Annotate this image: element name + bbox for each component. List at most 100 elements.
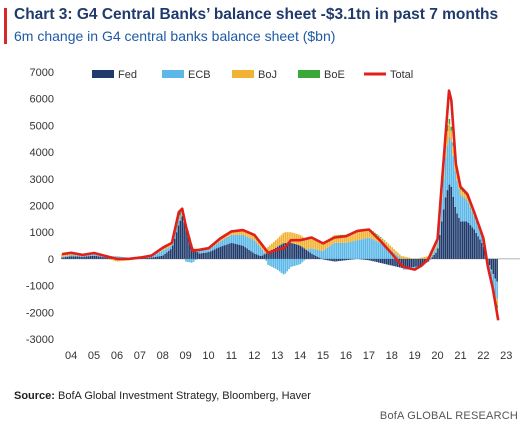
bar-fed [406, 258, 409, 268]
bar-boj [303, 237, 306, 249]
bar-fed [313, 254, 315, 259]
bar-fed [267, 252, 269, 259]
bar-fed [305, 249, 308, 259]
bar-boj [311, 237, 313, 249]
bar-boj [410, 258, 413, 259]
bar-boj [339, 235, 342, 243]
bar-ecb [330, 245, 332, 259]
bar-fed [192, 249, 195, 259]
bar-fed [198, 253, 201, 259]
bar-boj [419, 257, 422, 259]
bar-ecb [450, 141, 453, 187]
bar-fed [456, 213, 458, 259]
bar-fed [183, 222, 185, 259]
bar-fed [343, 258, 346, 261]
bar-ecb [162, 250, 164, 256]
bar-fed [217, 247, 220, 259]
bar-fed [145, 257, 147, 259]
bar-boj [349, 234, 351, 242]
bar-ecb [463, 198, 466, 222]
bar-boj [467, 199, 470, 203]
bar-boe [381, 238, 384, 240]
bar-fed [240, 245, 243, 259]
bar-ecb [288, 258, 290, 270]
bar-boj [332, 235, 334, 244]
bar-ecb [166, 248, 168, 253]
bar-boe [339, 234, 342, 236]
bar-fed [76, 256, 79, 259]
bar-ecb [343, 242, 346, 259]
bar-ecb [292, 258, 294, 267]
bar-ecb [492, 274, 495, 287]
bar-fed [332, 258, 334, 262]
bar-boj [341, 235, 344, 243]
bar-boe [379, 237, 382, 238]
bar-boj [313, 238, 315, 249]
bar-fed [334, 258, 336, 262]
bar-ecb [86, 255, 88, 257]
bar-ecb [229, 235, 231, 244]
bar-ecb [280, 258, 283, 273]
y-tick-label: 5000 [30, 120, 54, 132]
bar-ecb [362, 238, 365, 259]
bar-fed [227, 244, 229, 259]
bar-fed [63, 257, 65, 259]
bar-ecb [156, 253, 159, 257]
bar-fed [458, 217, 460, 259]
bar-fed [461, 221, 464, 259]
bar-ecb [68, 255, 71, 257]
bar-ecb [318, 250, 321, 258]
bar-ecb [257, 245, 260, 256]
bar-ecb [84, 255, 86, 257]
bar-ecb [402, 268, 405, 270]
bar-fed [473, 229, 476, 259]
bar-fed [250, 251, 252, 259]
bar-boj [408, 257, 411, 259]
bar-fed [194, 250, 197, 259]
bar-ecb [404, 267, 407, 270]
y-tick-label: -1000 [26, 281, 54, 293]
bar-ecb [189, 258, 191, 263]
total-line [61, 89, 500, 321]
bar-boj [61, 254, 63, 257]
bar-boj [169, 244, 172, 247]
bar-fed [351, 258, 353, 260]
y-tick-label: -3000 [26, 334, 54, 346]
bar-ecb [198, 250, 201, 254]
bar-ecb [461, 196, 464, 222]
bar-ecb [74, 255, 77, 257]
y-tick-label: 2000 [30, 201, 54, 213]
bar-boj [360, 231, 363, 240]
bar-fed [335, 258, 338, 262]
bar-fed [431, 257, 434, 259]
bar-boe [377, 235, 380, 237]
bar-fed [236, 244, 239, 259]
bar-fed [366, 258, 369, 261]
bar-boj [250, 234, 252, 239]
bar-ecb [240, 234, 243, 246]
bar-ecb [458, 188, 460, 218]
bar-fed [389, 258, 392, 266]
bar-fed [391, 258, 393, 266]
bar-fed [345, 258, 348, 261]
bar-boj [452, 146, 455, 156]
bar-ecb [448, 136, 451, 185]
bar-boj [356, 232, 359, 241]
bar-ecb [190, 258, 193, 263]
bar-boj [292, 232, 294, 244]
bar-fed [99, 256, 101, 259]
bar-boj [114, 258, 117, 262]
bar-boj [160, 249, 163, 252]
bar-fed [177, 225, 180, 259]
bar-ecb [349, 241, 351, 259]
legend-label-ecb: ECB [188, 69, 211, 81]
bar-boj [435, 243, 437, 249]
bar-ecb [389, 249, 392, 259]
bar-boj [162, 248, 164, 251]
bar-boj [362, 230, 365, 239]
bar-boj [192, 247, 195, 250]
bar-boj [259, 243, 262, 248]
bar-fed [311, 253, 313, 259]
bar-ecb [477, 226, 479, 237]
bar-fed [490, 258, 493, 270]
